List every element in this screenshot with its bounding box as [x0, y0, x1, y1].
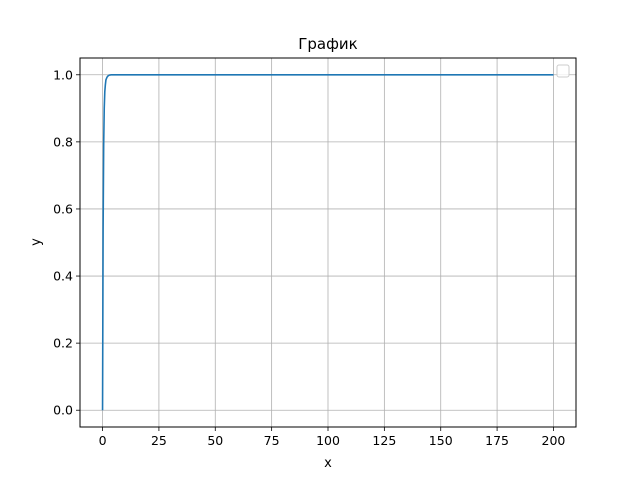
y-tick-label: 0.8 — [53, 134, 73, 149]
x-axis-label: x — [324, 456, 332, 471]
y-tick-label: 0.2 — [53, 336, 73, 351]
y-tick-label: 1.0 — [53, 67, 73, 82]
x-tick-label: 175 — [485, 433, 509, 448]
x-tick-label: 0 — [99, 433, 107, 448]
x-tick-label: 125 — [372, 433, 396, 448]
chart-title: График — [298, 35, 358, 53]
y-tick-label: 0.0 — [53, 403, 73, 418]
series-line — [101, 73, 554, 411]
x-tick-label: 200 — [542, 433, 566, 448]
legend — [556, 64, 570, 78]
x-tick-label: 25 — [151, 433, 167, 448]
x-tick-label: 100 — [316, 433, 340, 448]
grid — [80, 58, 576, 427]
y-tick-label: 0.4 — [53, 269, 73, 284]
x-tick-label: 75 — [264, 433, 280, 448]
series-layer — [101, 73, 554, 411]
x-tick-label: 50 — [207, 433, 223, 448]
x-tick-label: 150 — [429, 433, 453, 448]
ticks-layer: 0 25 50 75 100 125 150 175 200 0.0 0.2 0.4 0.6 0.8 1.0 — [53, 67, 565, 448]
y-axis-label: y — [29, 238, 44, 246]
y-tick-label: 0.6 — [53, 201, 73, 216]
legend-box — [556, 64, 570, 78]
